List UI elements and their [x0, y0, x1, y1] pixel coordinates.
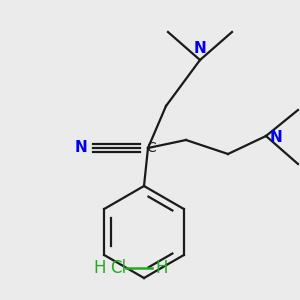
Text: N: N	[270, 130, 283, 146]
Text: C: C	[146, 141, 156, 155]
Text: N: N	[194, 41, 206, 56]
Text: N: N	[75, 140, 87, 155]
Text: Cl: Cl	[110, 259, 126, 277]
Text: H: H	[94, 259, 106, 277]
Text: H: H	[156, 259, 168, 277]
